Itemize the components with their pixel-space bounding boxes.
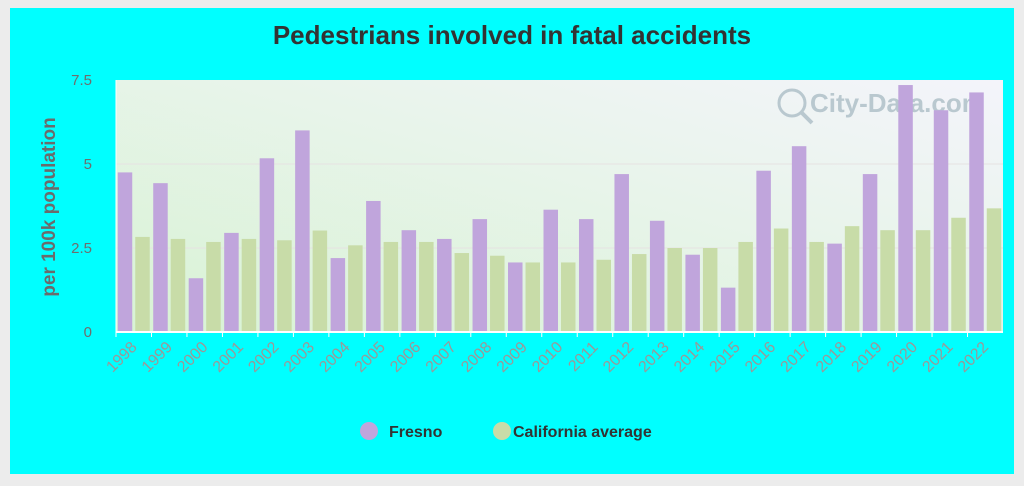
x-tick-label: 2008 [458,339,495,376]
bar-fresno-2011 [578,219,594,332]
bar-california-average-2020 [915,230,931,332]
bar-fresno-2021 [933,110,949,333]
bar-california-average-2004 [348,245,363,332]
x-tick-label: 2021 [919,339,956,376]
bar-california-average-2016 [773,228,789,332]
y-tick-label: 0 [84,324,92,341]
y-tick-label: 7.5 [71,72,92,89]
y-tick-label: 5 [84,156,92,173]
bar-fresno-2004 [330,258,346,332]
bar-california-average-2003 [312,230,328,332]
x-tick-label: 2014 [671,339,708,376]
legend-label-fresno: Fresno [389,424,443,441]
bar-fresno-2009 [508,262,523,332]
watermark-text: City-Data.com [810,88,985,118]
bar-fresno-2016 [756,170,771,332]
bar-fresno-2008 [472,219,488,332]
bar-fresno-2013 [649,220,665,332]
bar-fresno-2000 [188,278,204,332]
bar-california-average-2017 [809,241,824,332]
bar-fresno-2019 [862,174,878,332]
bar-fresno-2015 [720,287,736,332]
bar-california-average-1998 [135,236,150,332]
x-tick-label: 2020 [884,339,921,376]
x-tick-label: 2005 [352,339,389,376]
bar-fresno-2001 [224,232,239,332]
x-tick-label: 2002 [245,339,282,376]
bar-california-average-2013 [667,248,682,332]
bar-california-average-2012 [631,254,647,332]
bar-california-average-2021 [951,217,966,332]
x-tick-label: 2004 [316,339,353,376]
bar-california-average-2014 [702,248,718,332]
watermark: City-Data.com [777,88,985,125]
watermark-magnifier-handle [799,110,814,125]
bar-fresno-2005 [366,200,381,332]
bar-california-average-2019 [880,230,895,332]
x-tick-label: 2018 [813,339,850,376]
bar-california-average-2006 [419,241,434,332]
x-tick-label: 2000 [174,339,211,376]
bar-california-average-1999 [170,238,186,332]
x-tick-label: 2003 [281,339,318,376]
chart-title: Pedestrians involved in fatal accidents [272,20,752,50]
y-tick-label: 2.5 [71,240,92,257]
bar-california-average-2009 [525,262,541,332]
bar-fresno-2018 [827,243,842,332]
bars [117,85,1002,333]
x-tick-label: 2022 [955,339,992,376]
bar-fresno-1998 [117,172,133,332]
x-tick-label: 2019 [848,339,885,376]
legend-swatch-fresno [360,422,378,440]
x-tick-label: 2010 [529,339,566,376]
bar-california-average-2008 [490,255,505,332]
bar-fresno-2012 [614,174,629,332]
bar-california-average-2005 [383,241,399,332]
bar-fresno-2020 [898,85,913,332]
bar-california-average-2022 [986,208,1002,332]
legend-swatch-california-average [493,422,511,440]
x-tick-label: 2013 [636,339,673,376]
x-tick-label: 2015 [707,339,744,376]
bar-fresno-2003 [295,130,310,332]
y-axis-label: per 100k population [39,117,60,296]
bar-fresno-2010 [543,209,558,332]
x-tick-label: 1998 [103,339,140,376]
bar-california-average-2011 [596,259,611,332]
bar-california-average-2002 [277,240,292,332]
x-tick-label: 2011 [565,339,601,375]
bar-california-average-2000 [206,241,221,332]
x-tick-label: 2012 [600,339,637,376]
bar-fresno-2022 [969,92,984,332]
watermark-magnifier-icon [777,88,807,118]
bar-fresno-2002 [259,158,275,332]
bar-california-average-2018 [844,226,860,332]
bar-california-average-2010 [561,262,576,332]
x-tick-label: 2001 [210,339,247,376]
bar-fresno-2014 [685,254,700,332]
x-tick-label: 2016 [742,339,779,376]
legend-label-california-average: California average [513,424,652,441]
bar-fresno-2007 [437,238,452,332]
x-tick-label: 2006 [387,339,424,376]
bar-california-average-2015 [738,241,753,332]
bar-fresno-1999 [153,183,168,332]
x-tick-label: 2007 [423,339,460,376]
legend: Fresno California average [360,422,652,441]
x-tick-label: 1999 [139,339,176,376]
bar-california-average-2001 [241,238,257,332]
bar-fresno-2006 [401,230,417,332]
bar-california-average-2007 [454,253,470,332]
x-tick-label: 2009 [494,339,531,376]
x-tick-label: 2017 [777,339,814,376]
bar-fresno-2017 [791,146,807,332]
